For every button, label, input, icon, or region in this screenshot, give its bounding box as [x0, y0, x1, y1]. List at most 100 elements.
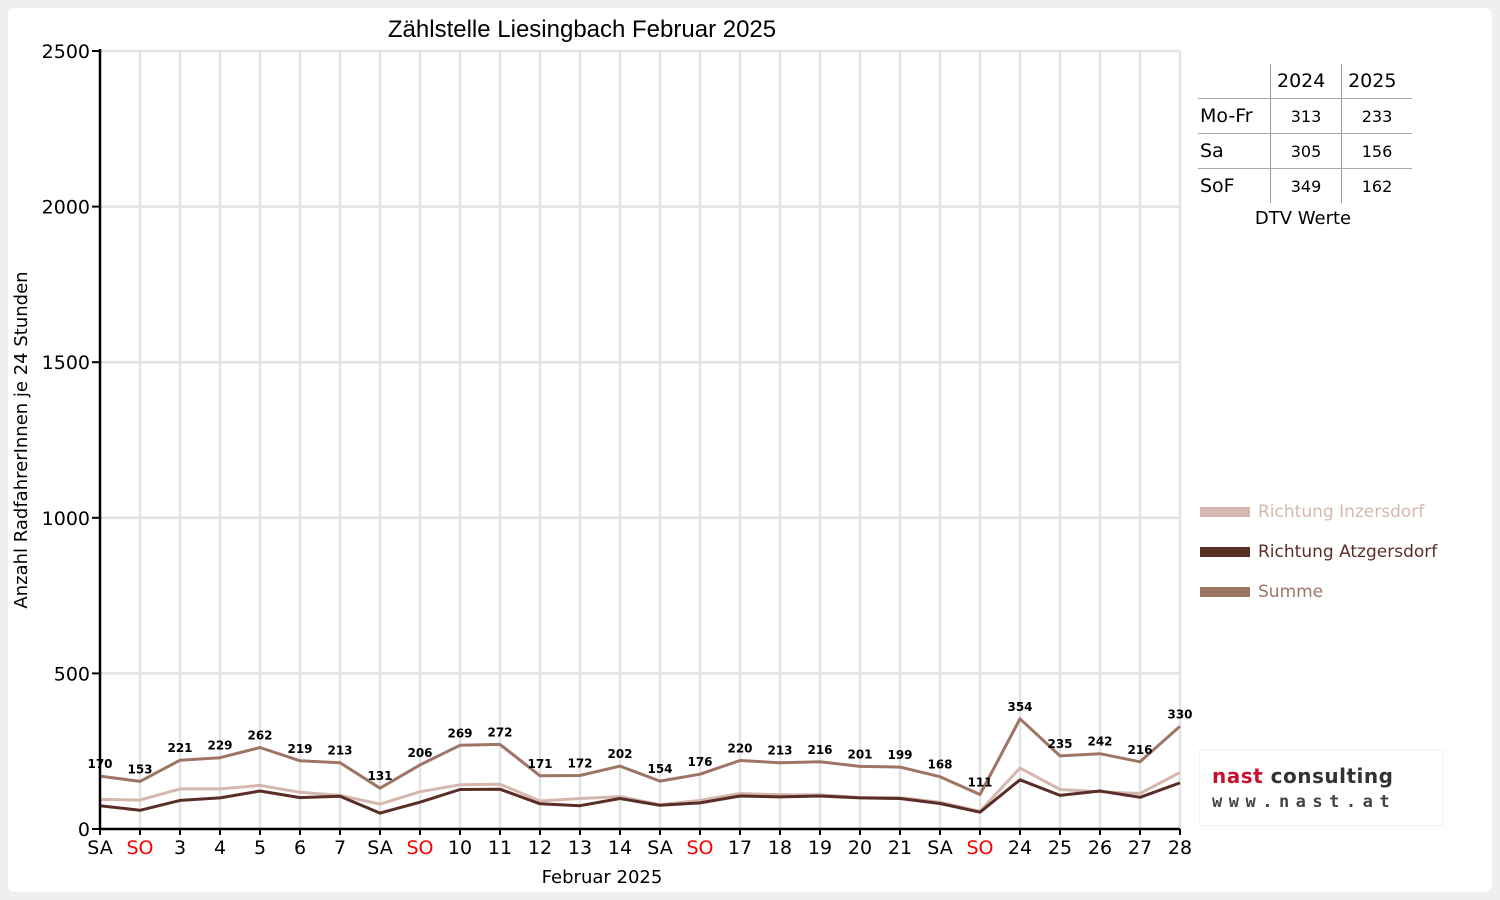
legend-label: Richtung Atzgersdorf: [1258, 542, 1438, 562]
data-label: 176: [687, 755, 712, 769]
dtv-value-2024: 313: [1269, 98, 1342, 134]
nast-consulting-logo[interactable]: nast consulting www.nast.at: [1200, 750, 1443, 825]
x-tick-label: 5: [254, 837, 266, 859]
data-label: 199: [887, 748, 912, 762]
y-axis-label: Anzahl RadfahrerInnen je 24 Stunden: [11, 271, 32, 608]
data-label: 172: [567, 756, 592, 770]
y-tick-label: 2000: [42, 197, 90, 219]
x-tick-label: 3: [174, 837, 186, 859]
data-label: 171: [527, 757, 552, 771]
x-tick-label: 13: [568, 837, 592, 859]
logo-url: www.nast.at: [1212, 792, 1397, 812]
dtv-value-2025: 162: [1341, 168, 1412, 203]
dtv-row: Mo-Fr 313 233: [1198, 98, 1412, 134]
data-label: 242: [1087, 735, 1112, 749]
data-label: 154: [647, 762, 672, 776]
x-tick-label: SA: [87, 837, 112, 859]
y-tick-label: 2500: [42, 41, 90, 63]
x-tick-label: SA: [647, 837, 672, 859]
dtv-caption: DTV Werte: [1254, 208, 1352, 229]
x-tick-label: SA: [367, 837, 392, 859]
x-tick-label: 20: [848, 837, 872, 859]
logo-wordmark: nast consulting: [1212, 764, 1393, 788]
logo-accent-word: nast: [1212, 764, 1264, 788]
dtv-value-2024: 305: [1269, 133, 1342, 169]
data-label: 229: [207, 739, 232, 753]
data-label: 220: [727, 742, 752, 756]
x-tick-label: 11: [488, 837, 512, 859]
x-tick-label: SO: [126, 837, 153, 859]
dtv-row-label: Mo-Fr: [1198, 98, 1271, 134]
legend-item-inzersdorf[interactable]: Richtung Inzersdorf: [1200, 492, 1437, 532]
x-tick-label: 27: [1128, 837, 1152, 859]
legend: Richtung Inzersdorf Richtung Atzgersdorf…: [1200, 492, 1437, 612]
data-label: 153: [127, 762, 152, 776]
data-labels: 1701532212292622192131312062692721711722…: [87, 700, 1192, 790]
legend-item-atzgersdorf[interactable]: Richtung Atzgersdorf: [1200, 532, 1437, 572]
x-tick-label: 12: [528, 837, 552, 859]
data-label: 354: [1007, 700, 1032, 714]
dtv-table: 2024 2025 Mo-Fr 313 233 Sa 305 156 SoF 3…: [1198, 64, 1412, 203]
data-label: 216: [807, 743, 832, 757]
x-axis-label: Februar 2025: [542, 867, 663, 888]
dtv-value-2025: 156: [1341, 133, 1412, 169]
data-label: 269: [447, 726, 472, 740]
x-tick-label: 17: [728, 837, 752, 859]
data-label: 330: [1167, 707, 1192, 721]
x-tick-label: 21: [888, 837, 912, 859]
dtv-header-row: 2024 2025: [1198, 64, 1412, 99]
x-tick-label: 18: [768, 837, 792, 859]
data-label: 216: [1127, 743, 1152, 757]
chart-title: Zählstelle Liesingbach Februar 2025: [388, 16, 776, 43]
legend-swatch: [1200, 587, 1250, 597]
legend-swatch: [1200, 547, 1250, 557]
y-tick-label: 500: [54, 663, 90, 685]
data-label: 201: [847, 747, 872, 761]
x-tick-label: 26: [1088, 837, 1112, 859]
dtv-row: Sa 305 156: [1198, 133, 1412, 169]
legend-swatch: [1200, 507, 1250, 517]
y-tick-label: 0: [78, 819, 90, 841]
x-tick-label: 19: [808, 837, 832, 859]
logo-rest-word: consulting: [1263, 764, 1394, 788]
x-tick-label: 10: [448, 837, 472, 859]
data-label: 235: [1047, 737, 1072, 751]
dtv-header-blank: [1198, 64, 1271, 99]
x-tick-label: 7: [334, 837, 346, 859]
data-label: 111: [967, 775, 992, 789]
dtv-header-2025: 2025: [1341, 64, 1412, 99]
x-tick-label: SA: [927, 837, 952, 859]
data-label: 221: [167, 741, 192, 755]
x-tick-label: SO: [966, 837, 993, 859]
data-label: 219: [287, 742, 312, 756]
data-label: 262: [247, 728, 272, 742]
x-tick-label: 24: [1008, 837, 1032, 859]
grid: [100, 49, 1182, 829]
legend-item-summe[interactable]: Summe: [1200, 572, 1437, 612]
data-label: 202: [607, 747, 632, 761]
x-tick-label: SO: [406, 837, 433, 859]
data-label: 131: [367, 769, 392, 783]
dtv-header-2024: 2024: [1269, 64, 1342, 99]
y-tick-label: 1000: [42, 508, 90, 530]
series-line-2: [99, 778, 1181, 815]
x-tick-label: 25: [1048, 837, 1072, 859]
data-label: 168: [927, 758, 952, 772]
x-tick-label: 4: [214, 837, 226, 859]
dtv-value-2025: 233: [1341, 98, 1412, 134]
legend-label: Summe: [1258, 582, 1324, 602]
data-label: 213: [767, 744, 792, 758]
series-line-3: [99, 717, 1181, 796]
data-label: 213: [327, 744, 352, 758]
y-tick-label: 1500: [42, 352, 90, 374]
legend-label: Richtung Inzersdorf: [1258, 502, 1425, 522]
x-tick-label: SO: [686, 837, 713, 859]
data-label: 206: [407, 746, 432, 760]
dtv-value-2024: 349: [1269, 168, 1342, 203]
x-tick-label: 14: [608, 837, 632, 859]
dtv-row-label: SoF: [1200, 175, 1235, 197]
x-tick-label: 6: [294, 837, 306, 859]
x-tick-label: 28: [1168, 837, 1192, 859]
